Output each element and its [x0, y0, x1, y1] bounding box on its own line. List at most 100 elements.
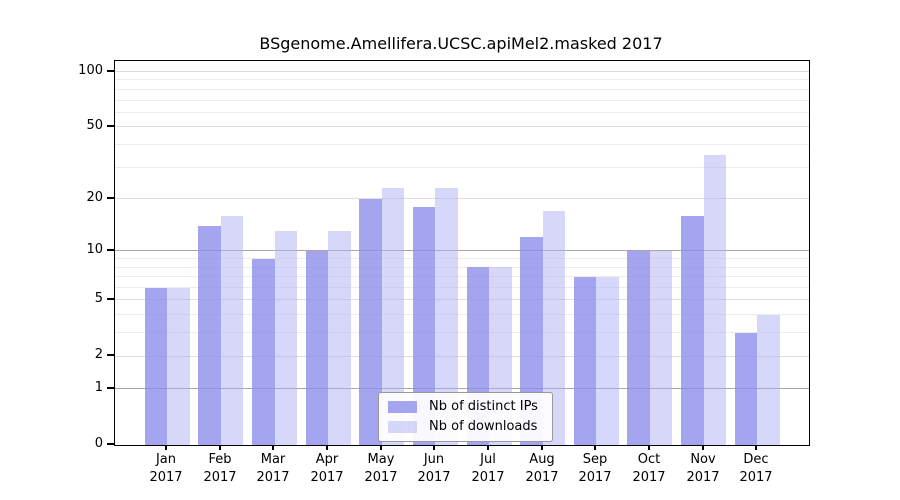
x-ticklabel-jun: Jun 2017	[402, 451, 466, 487]
x-ticklabel-year: 2017	[578, 470, 612, 485]
gridline-2	[115, 356, 809, 357]
x-tickmark-sep	[594, 445, 596, 450]
gridline-minor	[115, 112, 809, 113]
bar-distinct-ips-sep	[573, 276, 597, 445]
x-ticklabel-month: May	[367, 452, 395, 467]
y-tickmark-1	[107, 387, 114, 389]
x-tickmark-aug	[541, 445, 543, 450]
x-ticklabel-oct: Oct 2017	[617, 451, 681, 487]
x-tickmark-jan	[165, 445, 167, 450]
x-ticklabel-dec: Dec 2017	[724, 451, 788, 487]
x-tickmark-jun	[433, 445, 435, 450]
x-ticklabel-jul: Jul 2017	[456, 451, 520, 487]
gridline-minor	[115, 276, 809, 277]
x-ticklabel-feb: Feb 2017	[188, 451, 252, 487]
x-ticklabel-year: 2017	[203, 470, 237, 485]
x-ticklabel-sep: Sep 2017	[563, 451, 627, 487]
bar-downloads-jun	[435, 187, 458, 445]
gridline-1	[115, 388, 809, 389]
gridline-5	[115, 299, 809, 300]
x-ticklabel-month: Feb	[208, 452, 232, 467]
gridline-minor	[115, 258, 809, 259]
bar-downloads-nov	[703, 155, 727, 445]
bar-downloads-oct	[649, 250, 673, 445]
bar-downloads-may	[381, 187, 405, 445]
gridline-minor	[115, 287, 809, 288]
bar-downloads-sep	[596, 276, 619, 445]
x-tickmark-oct	[648, 445, 650, 450]
x-ticklabel-aug: Aug 2017	[510, 451, 574, 487]
gridline-10	[115, 250, 809, 251]
gridline-100	[115, 71, 809, 72]
x-ticklabel-year: 2017	[417, 470, 451, 485]
gridline-minor	[115, 89, 809, 90]
y-tickmark-2	[107, 354, 114, 356]
x-ticklabel-mar: Mar 2017	[241, 451, 305, 487]
gridline-minor	[115, 167, 809, 168]
x-ticklabel-month: Jun	[423, 452, 445, 467]
bar-downloads-apr	[328, 231, 351, 445]
chart-title: BSgenome.Amellifera.UCSC.apiMel2.masked …	[259, 34, 663, 53]
x-tickmark-feb	[219, 445, 221, 450]
x-ticklabel-month: Oct	[637, 452, 661, 467]
y-ticklabel-20: 20	[86, 190, 103, 205]
y-tickmark-50	[107, 125, 114, 127]
bar-downloads-mar	[274, 231, 297, 445]
x-ticklabel-year: 2017	[632, 470, 666, 485]
x-tickmark-jul	[487, 445, 489, 450]
legend-label-downloads: Nb of downloads	[429, 419, 538, 434]
x-ticklabel-month: Jan	[155, 452, 177, 467]
y-ticklabel-10: 10	[86, 242, 103, 257]
legend-swatch-downloads	[388, 421, 417, 433]
y-ticklabel-2: 2	[94, 347, 103, 362]
legend-swatch-distinct-ips	[388, 401, 417, 413]
x-ticklabel-month: Nov	[690, 452, 716, 467]
bar-distinct-ips-nov	[681, 215, 704, 445]
gridline-50	[115, 126, 809, 127]
bar-distinct-ips-mar	[252, 258, 275, 445]
y-tickmark-10	[107, 249, 114, 251]
legend-label-distinct-ips: Nb of distinct IPs	[429, 399, 538, 414]
bar-distinct-ips-oct	[627, 250, 650, 445]
bar-downloads-dec	[757, 314, 780, 445]
gridline-minor	[115, 332, 809, 333]
x-ticklabel-nov: Nov 2017	[671, 451, 735, 487]
x-ticklabel-year: 2017	[256, 470, 290, 485]
bar-distinct-ips-jan	[144, 287, 168, 445]
x-ticklabel-year: 2017	[471, 470, 505, 485]
x-tickmark-dec	[755, 445, 757, 450]
bar-distinct-ips-may	[359, 198, 382, 445]
x-ticklabel-month: Jul	[480, 452, 496, 467]
gridline-minor	[115, 100, 809, 101]
x-tickmark-mar	[272, 445, 274, 450]
y-ticklabel-50: 50	[86, 118, 103, 133]
x-ticklabel-month: Apr	[315, 452, 339, 467]
x-ticklabel-apr: Apr 2017	[295, 451, 359, 487]
bar-downloads-jan	[167, 287, 190, 445]
x-ticklabel-year: 2017	[149, 470, 183, 485]
y-ticklabel-0: 0	[94, 436, 103, 451]
y-ticklabel-1: 1	[94, 380, 103, 395]
gridline-20	[115, 198, 809, 199]
bar-distinct-ips-dec	[734, 332, 758, 445]
y-ticklabel-5: 5	[94, 291, 103, 306]
x-ticklabel-year: 2017	[739, 470, 773, 485]
legend: Nb of distinct IPs Nb of downloads	[378, 392, 553, 442]
bar-distinct-ips-feb	[198, 225, 221, 445]
legend-item-downloads: Nb of downloads	[388, 419, 538, 435]
x-tickmark-may	[380, 445, 382, 450]
y-tickmark-100	[107, 70, 114, 72]
gridline-minor	[115, 144, 809, 145]
x-ticklabel-month: Sep	[582, 452, 608, 467]
plot-area	[114, 60, 810, 446]
x-ticklabel-year: 2017	[686, 470, 720, 485]
x-ticklabel-month: Aug	[529, 452, 555, 467]
x-tickmark-nov	[702, 445, 704, 450]
y-tickmark-0	[107, 443, 114, 445]
gridline-minor	[115, 79, 809, 80]
gridline-minor	[115, 314, 809, 315]
bar-distinct-ips-jun	[412, 206, 436, 445]
x-ticklabel-year: 2017	[525, 470, 559, 485]
gridline-minor	[115, 267, 809, 268]
